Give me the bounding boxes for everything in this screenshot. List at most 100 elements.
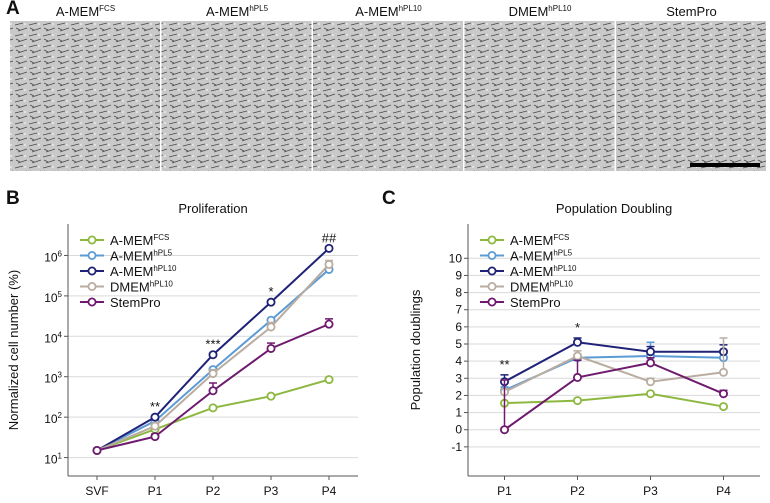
series-line [504, 354, 724, 393]
data-point [499, 425, 509, 435]
legend-label: DMEMhPL10 [510, 280, 573, 295]
legend-marker [487, 297, 497, 307]
data-point [573, 396, 583, 406]
scale-bar [690, 163, 760, 167]
y-tick-label-base: 10 [44, 453, 58, 467]
legend-label: A-MEMhPL5 [510, 249, 573, 264]
data-point [646, 358, 656, 368]
legend-label: DMEMhPL10 [110, 280, 173, 295]
legend-marker [87, 266, 97, 276]
legend-label: A-MEMhPL5 [110, 249, 173, 264]
image-label-base: A-MEM [206, 4, 249, 19]
data-point [208, 386, 218, 396]
legend-marker [87, 235, 97, 245]
y-tick-label: 106 [44, 249, 62, 264]
y-tick-label: 0 [455, 423, 462, 437]
legend-label-sup: FCS [153, 233, 169, 242]
legend-label-base: StemPro [510, 295, 561, 310]
data-point [266, 322, 276, 332]
y-tick-label: 8 [455, 286, 462, 300]
legend-label-base: A-MEM [110, 249, 153, 264]
data-point [324, 243, 334, 253]
micrograph [464, 21, 615, 171]
series-line [504, 341, 724, 383]
y-tick-label: -1 [451, 440, 462, 454]
y-tick-label-base: 10 [44, 291, 58, 305]
y-tick-label: 7 [455, 303, 462, 317]
legend-label-sup: hPL10 [550, 280, 574, 289]
y-tick-label-sup: 3 [58, 371, 63, 380]
data-point [646, 377, 656, 387]
series-line [504, 392, 724, 408]
y-tick-label: 4 [455, 354, 462, 368]
data-point [208, 350, 218, 360]
panel-label: B [6, 188, 20, 209]
y-tick-label: 105 [44, 290, 62, 305]
image-label: A-MEMhPL5 [206, 4, 269, 19]
y-axis-label: Population doublings [408, 289, 423, 410]
data-point [208, 369, 218, 379]
legend-marker [87, 297, 97, 307]
legend-label: StemPro [110, 295, 161, 310]
legend-marker [487, 266, 497, 276]
legend-label-sup: hPL10 [153, 264, 177, 273]
x-tick-label: P2 [570, 484, 585, 498]
image-label-base: DMEM [509, 4, 549, 19]
x-tick-label: P3 [643, 484, 658, 498]
annotation: ** [150, 399, 160, 414]
x-tick-label: P3 [264, 484, 279, 498]
data-point [646, 389, 656, 399]
y-tick-label: 103 [44, 371, 62, 386]
legend-label-base: A-MEM [510, 249, 553, 264]
y-tick-label-base: 10 [44, 372, 58, 386]
image-label-sup: FCS [99, 4, 115, 13]
y-tick-label: 5 [455, 337, 462, 351]
legend-marker [487, 250, 497, 260]
image-label-sup: hPL10 [548, 4, 572, 13]
image-label: StemPro [666, 4, 717, 19]
x-tick-label: P4 [716, 484, 731, 498]
legend-marker [487, 281, 497, 291]
x-tick-label: P1 [497, 484, 512, 498]
data-point [573, 337, 583, 347]
image-label: A-MEMFCS [56, 4, 115, 19]
image-label-base: A-MEM [56, 4, 99, 19]
micrograph [313, 21, 463, 171]
legend-label-base: A-MEM [510, 264, 553, 279]
legend-label: A-MEMhPL10 [510, 264, 577, 279]
data-point [266, 343, 276, 353]
legend-label: A-MEMFCS [510, 233, 569, 248]
image-label-sup: hPL10 [399, 4, 423, 13]
legend-label-base: A-MEM [110, 233, 153, 248]
legend-label-sup: hPL5 [553, 249, 572, 258]
x-tick-label: P2 [206, 484, 221, 498]
data-point [150, 432, 160, 442]
y-tick-label: 10 [449, 251, 463, 265]
legend-label: A-MEMhPL10 [110, 264, 177, 279]
chart-title: Population Doubling [556, 201, 672, 216]
image-label-sup: hPL5 [249, 4, 268, 13]
annotation: * [575, 320, 580, 335]
data-point [719, 367, 729, 377]
annotation: *** [205, 337, 220, 352]
data-point [266, 297, 276, 307]
legend-label-base: A-MEM [510, 233, 553, 248]
legend-label-base: DMEM [510, 280, 550, 295]
data-point [324, 375, 334, 385]
legend-marker [487, 235, 497, 245]
data-point [92, 445, 102, 455]
image-label-base: StemPro [666, 4, 717, 19]
micrograph [10, 21, 160, 171]
y-tick-label: 9 [455, 268, 462, 282]
legend-label-base: StemPro [110, 295, 161, 310]
chart-title: Proliferation [178, 201, 247, 216]
micrograph [616, 21, 766, 171]
data-point [324, 319, 334, 329]
image-row [10, 21, 766, 171]
panel-label: C [382, 188, 396, 209]
data-point [719, 389, 729, 399]
data-point [324, 259, 334, 269]
y-tick-label-base: 10 [44, 412, 58, 426]
y-tick-label-sup: 1 [58, 452, 63, 461]
image-label-base: A-MEM [355, 4, 398, 19]
